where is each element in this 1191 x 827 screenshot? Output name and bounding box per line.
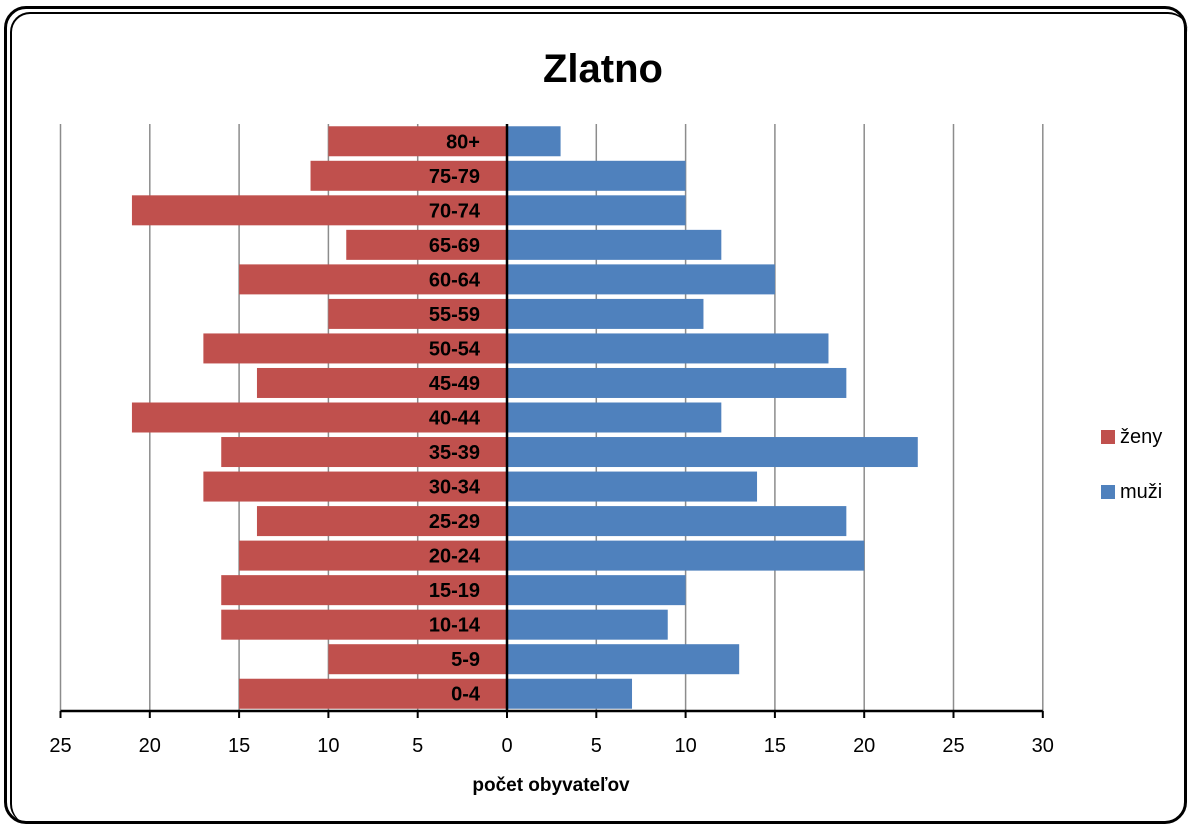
bar-muzi-40-44	[507, 402, 722, 433]
x-tick-label: 5	[412, 735, 423, 757]
bar-muzi-45-49	[507, 367, 847, 398]
bar-zeny-55-59	[328, 298, 507, 329]
category-label: 45-49	[429, 373, 480, 395]
bar-zeny-70-74	[131, 195, 507, 226]
bar-muzi-75-79	[507, 160, 686, 191]
legend-swatch	[1101, 485, 1115, 499]
x-tick-label: 25	[49, 735, 71, 757]
legend: ženy muži	[1101, 426, 1162, 503]
bar-muzi-50-54	[507, 333, 829, 364]
legend-label: muži	[1120, 481, 1162, 503]
legend-label: ženy	[1120, 426, 1162, 448]
bar-zeny-45-49	[256, 367, 507, 398]
category-label: 80+	[446, 131, 480, 153]
x-tick-label: 15	[764, 735, 786, 757]
x-axis-label: počet obyvateľov	[472, 775, 630, 796]
bar-zeny-80+	[328, 126, 507, 157]
x-tick-label: 15	[228, 735, 250, 757]
bar-zeny-5-9	[328, 644, 507, 675]
bar-muzi-70-74	[507, 195, 686, 226]
bar-muzi-80+	[507, 126, 561, 157]
x-tick-label: 10	[317, 735, 339, 757]
bar-zeny-40-44	[131, 402, 507, 433]
bar-muzi-65-69	[507, 229, 722, 260]
x-tick-label: 10	[674, 735, 696, 757]
bar-zeny-25-29	[256, 506, 507, 537]
bar-zeny-10-14	[221, 609, 508, 640]
category-label: 25-29	[429, 511, 480, 533]
category-label: 55-59	[429, 304, 480, 326]
axes	[59, 124, 1044, 718]
category-labels: 80+ 75-79 70-74 65-69 60-64 55-59 50-54 45-49 40…	[429, 131, 481, 705]
category-label: 30-34	[429, 477, 481, 499]
bar-zeny-35-39	[221, 437, 508, 468]
x-tick-label: 30	[1032, 735, 1054, 757]
chart-frame-inner-edge	[10, 12, 1188, 824]
category-label: 70-74	[429, 200, 481, 222]
bar-muzi-10-14	[507, 609, 668, 640]
category-label: 10-14	[429, 615, 481, 637]
x-tick-label: 20	[139, 735, 161, 757]
x-tick-label: 20	[853, 735, 875, 757]
bar-muzi-60-64	[507, 264, 775, 295]
bar-zeny-50-54	[203, 333, 507, 364]
category-label: 60-64	[429, 269, 481, 291]
legend-swatch	[1101, 430, 1115, 444]
category-label: 0-4	[451, 684, 481, 706]
bar-zeny-75-79	[310, 160, 507, 191]
bar-zeny-20-24	[239, 540, 507, 571]
x-tick-label: 5	[591, 735, 602, 757]
x-tick-label: 25	[942, 735, 964, 757]
category-label: 75-79	[429, 166, 480, 188]
bar-zeny-30-34	[203, 471, 507, 502]
bar-zeny-65-69	[346, 229, 507, 260]
bar-zeny-60-64	[239, 264, 507, 295]
category-label: 15-19	[429, 580, 480, 602]
bar-muzi-0-4	[507, 678, 633, 709]
category-label: 65-69	[429, 235, 480, 257]
category-label: 40-44	[429, 408, 481, 430]
category-label: 35-39	[429, 442, 480, 464]
bar-muzi-25-29	[507, 506, 847, 537]
bar-muzi-5-9	[507, 644, 740, 675]
bars	[131, 126, 918, 709]
bar-muzi-15-19	[507, 575, 686, 606]
bar-zeny-15-19	[221, 575, 508, 606]
bar-muzi-55-59	[507, 298, 704, 329]
bar-muzi-35-39	[507, 437, 918, 468]
x-tick-labels: 25 20 15 10 5 0 5 10 15 20 25 30	[49, 735, 1054, 757]
chart-title: Zlatno	[543, 47, 663, 91]
bar-zeny-0-4	[239, 678, 507, 709]
x-tick-label: 0	[501, 735, 512, 757]
bar-muzi-20-24	[507, 540, 865, 571]
bar-muzi-30-34	[507, 471, 758, 502]
category-label: 20-24	[429, 546, 481, 568]
category-label: 5-9	[451, 649, 480, 671]
category-label: 50-54	[429, 338, 481, 360]
